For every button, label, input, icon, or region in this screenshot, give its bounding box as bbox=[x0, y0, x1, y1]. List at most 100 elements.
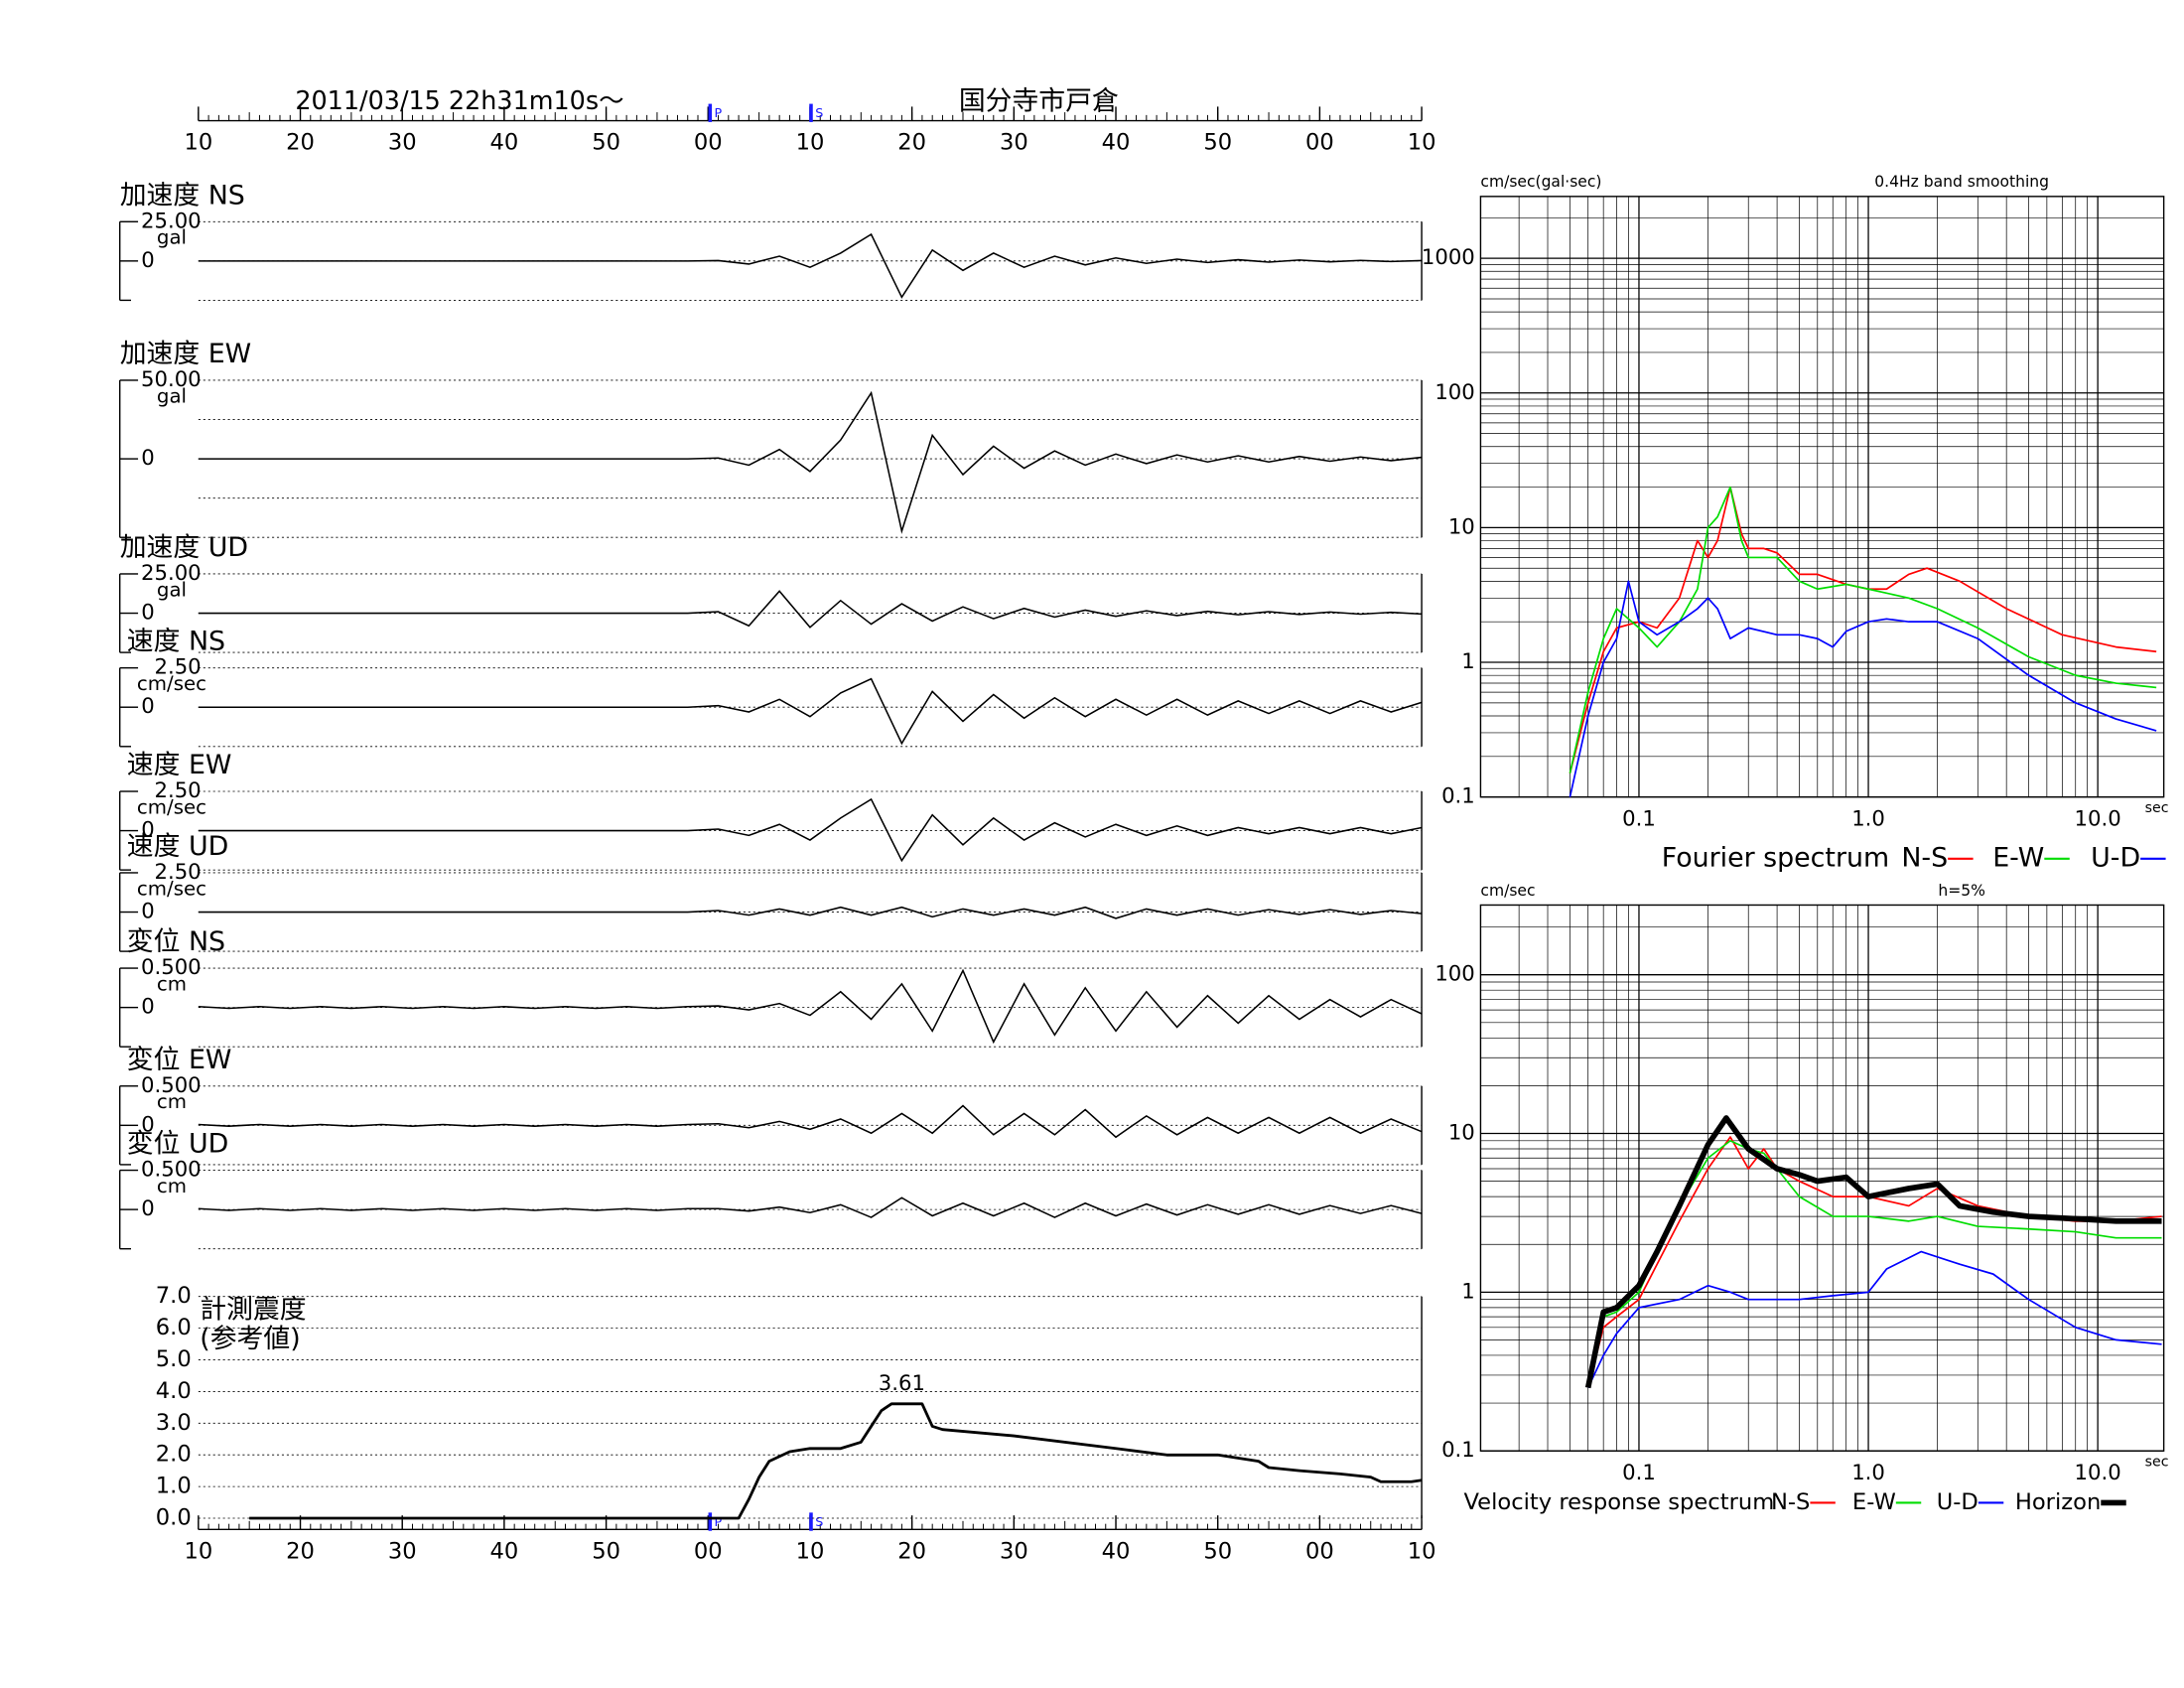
y-tick-label: 1.0 bbox=[156, 1474, 192, 1499]
panel-title: 加速度 NS bbox=[120, 180, 245, 211]
panel-title: 加速度 EW bbox=[120, 339, 251, 369]
x-tick-label: 40 bbox=[490, 130, 519, 156]
y-tick-label: 0.500 bbox=[141, 954, 202, 979]
panel-unit: cm bbox=[157, 1090, 187, 1113]
legend-title: Fourier spectrum bbox=[1662, 842, 1889, 873]
x-axis-label: sec bbox=[2145, 1454, 2169, 1470]
legend-label: E-W bbox=[1852, 1489, 1896, 1515]
x-tick-label: 30 bbox=[1000, 130, 1028, 156]
legend-label: U-D bbox=[1937, 1489, 1979, 1515]
y-tick-label: 100 bbox=[1434, 961, 1474, 986]
panel-title: 速度 UD bbox=[127, 831, 228, 862]
y-axis-label: cm/sec(gal·sec) bbox=[1480, 173, 1601, 191]
y-tick-label: 5.0 bbox=[156, 1346, 192, 1372]
y-tick-label: 0 bbox=[141, 1111, 154, 1136]
waveform-trace bbox=[198, 906, 1423, 919]
y-tick-label: 0 bbox=[141, 1196, 154, 1220]
x-tick-label: 30 bbox=[388, 1538, 417, 1564]
phase-marker-label: P bbox=[715, 105, 723, 120]
x-tick-label: 10 bbox=[796, 1538, 825, 1564]
spectrum-line bbox=[1569, 486, 2157, 774]
y-tick-label: 0 bbox=[141, 994, 154, 1019]
panel-unit: gal bbox=[157, 578, 187, 601]
x-tick-label: 50 bbox=[1203, 1538, 1232, 1564]
peak-label: 3.61 bbox=[879, 1370, 925, 1395]
y-tick-label: 6.0 bbox=[156, 1315, 192, 1340]
y-tick-label: 0 bbox=[141, 445, 154, 470]
x-tick-label: 50 bbox=[592, 1538, 620, 1564]
y-tick-label: 100 bbox=[1434, 379, 1474, 404]
y-tick-label: 50.00 bbox=[141, 366, 202, 391]
y-tick-label: 2.50 bbox=[154, 777, 201, 802]
spectrum-line bbox=[1569, 580, 2157, 797]
waveform-trace bbox=[198, 390, 1423, 534]
x-tick-label: 40 bbox=[1102, 130, 1131, 156]
y-tick-label: 0 bbox=[141, 693, 154, 718]
y-tick-label: 1 bbox=[1461, 648, 1474, 673]
x-tick-label: 10.0 bbox=[2075, 805, 2121, 830]
x-tick-label: 10 bbox=[1408, 1538, 1436, 1564]
y-tick-label: 10 bbox=[1448, 513, 1475, 538]
waveform-trace bbox=[198, 1196, 1423, 1218]
x-tick-label: 20 bbox=[286, 1538, 315, 1564]
spectrum-line bbox=[1586, 1250, 2162, 1388]
panel-title: 変位 NS bbox=[127, 926, 225, 957]
plot-frame bbox=[1479, 904, 2165, 1452]
y-tick-label: 0 bbox=[141, 247, 154, 272]
x-tick-label: 40 bbox=[1102, 1538, 1131, 1564]
x-tick-label: 00 bbox=[694, 1538, 723, 1564]
x-tick-label: 20 bbox=[897, 1538, 926, 1564]
y-tick-label: 0.0 bbox=[156, 1505, 192, 1531]
waveform-trace bbox=[198, 232, 1423, 299]
y-tick-label: 1 bbox=[1461, 1278, 1474, 1303]
phase-marker-label: S bbox=[815, 105, 823, 120]
y-tick-label: 7.0 bbox=[156, 1283, 192, 1309]
panel-unit: gal bbox=[157, 226, 187, 249]
y-tick-label: 0.500 bbox=[141, 1072, 202, 1097]
x-tick-label: 00 bbox=[1305, 1538, 1334, 1564]
x-tick-label: 30 bbox=[1000, 1538, 1028, 1564]
x-tick-label: 10 bbox=[184, 1538, 212, 1564]
y-tick-label: 25.00 bbox=[141, 560, 202, 585]
legend-label: N-S bbox=[1771, 1489, 1810, 1515]
waveform-trace bbox=[198, 590, 1423, 629]
panel-title: 加速度 UD bbox=[120, 532, 248, 563]
y-tick-label: 0.1 bbox=[1441, 1437, 1475, 1462]
x-tick-label: 00 bbox=[1305, 130, 1334, 156]
y-tick-label: 1000 bbox=[1422, 244, 1475, 269]
phase-marker-label: P bbox=[715, 1514, 723, 1529]
x-tick-label: 20 bbox=[897, 130, 926, 156]
panel-title: 変位 EW bbox=[127, 1045, 232, 1075]
y-tick-label: 0 bbox=[141, 600, 154, 625]
y-tick-label: 25.00 bbox=[141, 208, 202, 232]
record-time: 2011/03/15 22h31m10s〜 bbox=[295, 85, 623, 115]
legend-label: U-D bbox=[2091, 842, 2140, 873]
x-tick-label: 20 bbox=[286, 130, 315, 156]
spectrum-line bbox=[1569, 486, 2157, 774]
x-tick-label: 10 bbox=[1408, 130, 1436, 156]
y-tick-label: 0 bbox=[141, 817, 154, 842]
legend-label: Horizon bbox=[2015, 1489, 2101, 1515]
y-tick-label: 4.0 bbox=[156, 1378, 192, 1404]
y-tick-label: 3.0 bbox=[156, 1410, 192, 1436]
panel-unit: cm/sec bbox=[137, 877, 206, 900]
intensity-title: 計測震度 bbox=[200, 1294, 306, 1325]
x-tick-label: 40 bbox=[490, 1538, 519, 1564]
legend-title: Velocity response spectrum bbox=[1463, 1489, 1774, 1515]
y-tick-label: 0.500 bbox=[141, 1157, 202, 1182]
intensity-line bbox=[249, 1402, 1423, 1520]
spectrum-line bbox=[1584, 1115, 2162, 1389]
y-tick-label: 0.1 bbox=[1441, 783, 1475, 808]
y-tick-label: 2.50 bbox=[154, 654, 201, 679]
plot-note: h=5% bbox=[1938, 882, 1985, 900]
x-tick-label: 1.0 bbox=[1851, 1460, 1885, 1484]
x-tick-label: 10 bbox=[796, 130, 825, 156]
intensity-subtitle: (参考値) bbox=[200, 1324, 300, 1354]
x-tick-label: 0.1 bbox=[1622, 1460, 1656, 1484]
y-tick-label: 2.0 bbox=[156, 1442, 192, 1468]
x-tick-label: 00 bbox=[694, 130, 723, 156]
x-tick-label: 0.1 bbox=[1622, 805, 1656, 830]
waveform-trace bbox=[198, 797, 1423, 863]
